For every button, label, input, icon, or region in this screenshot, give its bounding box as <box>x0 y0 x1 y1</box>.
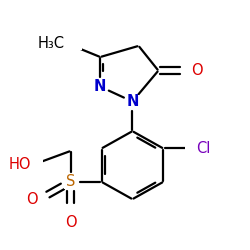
Text: N: N <box>126 94 138 109</box>
FancyBboxPatch shape <box>20 158 43 171</box>
FancyBboxPatch shape <box>48 36 82 50</box>
Text: S: S <box>66 174 75 189</box>
Text: O: O <box>65 215 76 230</box>
FancyBboxPatch shape <box>94 80 107 94</box>
Text: O: O <box>26 192 38 207</box>
Text: O: O <box>191 63 203 78</box>
Text: Cl: Cl <box>196 141 210 156</box>
FancyBboxPatch shape <box>31 192 44 206</box>
FancyBboxPatch shape <box>184 142 208 155</box>
FancyBboxPatch shape <box>64 208 77 222</box>
Text: HO: HO <box>9 157 32 172</box>
FancyBboxPatch shape <box>185 64 198 78</box>
Text: N: N <box>94 79 106 94</box>
FancyBboxPatch shape <box>64 175 77 189</box>
FancyBboxPatch shape <box>126 95 139 108</box>
Text: H₃C: H₃C <box>38 36 65 51</box>
